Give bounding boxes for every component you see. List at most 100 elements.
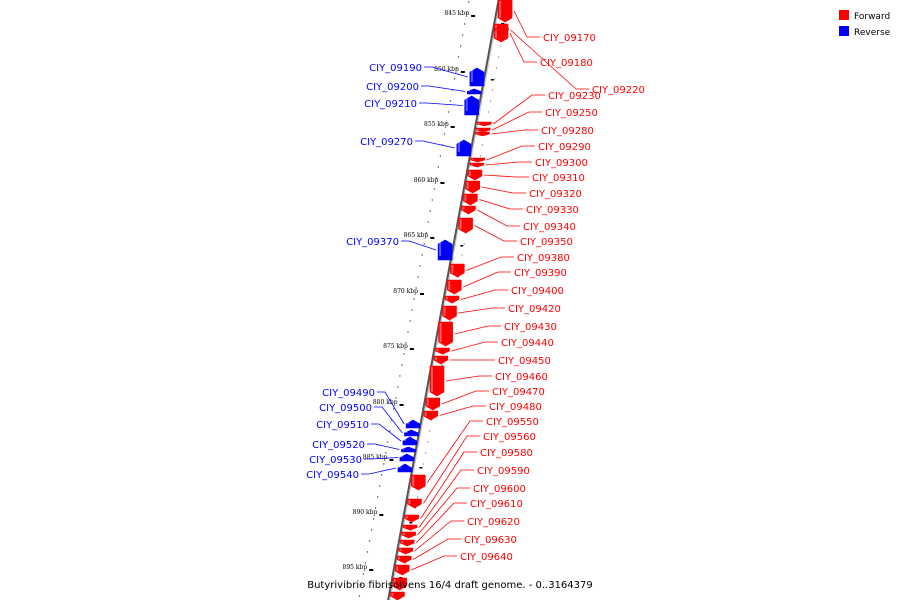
gene-block-CIY_09470[interactable] (425, 397, 441, 411)
gene-label-CIY_09270[interactable]: CIY_09270 (360, 137, 413, 148)
gene-block-CIY_09170[interactable] (497, 0, 513, 23)
gene-label-CIY_09400[interactable]: CIY_09400 (511, 286, 564, 297)
gene-label-CIY_09300[interactable]: CIY_09300 (535, 158, 588, 169)
gene-label-CIY_09430[interactable]: CIY_09430 (504, 322, 557, 333)
scale-dot (461, 34, 464, 36)
gene-label-CIY_09450[interactable]: CIY_09450 (498, 356, 551, 367)
gene-block-CIY_09620[interactable] (398, 547, 413, 555)
gene-label-CIY_09340[interactable]: CIY_09340 (523, 222, 576, 233)
gene-block-CIY_09400[interactable] (444, 295, 460, 304)
gene-label-CIY_09510[interactable]: CIY_09510 (316, 420, 369, 431)
gene-label-CIY_09320[interactable]: CIY_09320 (529, 189, 582, 200)
gene-block-CIY_09380[interactable] (450, 263, 465, 278)
gene-block-CIY_09600[interactable] (401, 531, 416, 539)
gene-block-CIY_09550[interactable] (411, 474, 426, 491)
kbp-tick-label: 890 kbp (353, 509, 378, 516)
gene-block-CIY_09590[interactable] (402, 524, 418, 531)
gene-block-CIY_09370[interactable] (437, 239, 453, 261)
gene-label-CIY_09170[interactable]: CIY_09170 (543, 33, 596, 44)
gene-block-CIY_09230[interactable] (476, 121, 492, 127)
gene-block-fragment[interactable] (390, 591, 405, 600)
gene-label-CIY_09470[interactable]: CIY_09470 (492, 387, 545, 398)
gene-block-CIY_09320[interactable] (465, 180, 480, 194)
gene-label-CIY_09440[interactable]: CIY_09440 (501, 338, 554, 349)
gene-block-CIY_09250[interactable] (475, 127, 491, 133)
gene-label-CIY_09350[interactable]: CIY_09350 (520, 237, 573, 248)
gene-label-CIY_09580[interactable]: CIY_09580 (480, 448, 533, 459)
gene-block-CIY_09560[interactable] (407, 498, 422, 509)
gene-block-CIY_09580[interactable] (404, 514, 419, 523)
gene-block-CIY_09290[interactable] (470, 157, 485, 163)
gene-label-CIY_09480[interactable]: CIY_09480 (489, 402, 542, 413)
gene-block-CIY_09520[interactable] (401, 446, 416, 453)
scale-dot (415, 287, 417, 289)
gene-label-CIY_09220[interactable]: CIY_09220 (592, 85, 645, 96)
gene-label-CIY_09620[interactable]: CIY_09620 (467, 517, 520, 528)
gene-label-CIY_09250[interactable]: CIY_09250 (545, 108, 598, 119)
scale-dot (449, 320, 451, 322)
gene-label-CIY_09290[interactable]: CIY_09290 (538, 142, 591, 153)
gene-block-CIY_09480[interactable] (423, 410, 438, 421)
gene-block-CIY_09200[interactable] (466, 88, 482, 95)
gene-label-CIY_09310[interactable]: CIY_09310 (532, 173, 585, 184)
gene-block-fragment[interactable] (392, 577, 407, 591)
gene-label-CIY_09390[interactable]: CIY_09390 (514, 268, 567, 279)
gene-block-CIY_09210[interactable] (464, 95, 479, 116)
gene-label-CIY_09640[interactable]: CIY_09640 (460, 552, 513, 563)
gene-label-CIY_09280[interactable]: CIY_09280 (541, 126, 594, 137)
gene-block-CIY_09330[interactable] (463, 193, 478, 206)
gene-block-CIY_09310[interactable] (467, 169, 483, 181)
gene-block-CIY_09430[interactable] (438, 321, 453, 347)
gene-label-CIY_09180[interactable]: CIY_09180 (540, 58, 593, 69)
gene-block-CIY_09540[interactable] (397, 463, 413, 473)
gene-block-CIY_09270[interactable] (456, 139, 472, 157)
gene-label-CIY_09230[interactable]: CIY_09230 (548, 91, 601, 102)
gene-label-CIY_09460[interactable]: CIY_09460 (495, 372, 548, 383)
scale-dot (358, 595, 361, 597)
gene-block-CIY_09530[interactable] (399, 453, 415, 462)
gene-label-CIY_09420[interactable]: CIY_09420 (508, 304, 561, 315)
leader-line-CIY_09220 (510, 29, 589, 90)
gene-label-CIY_09590[interactable]: CIY_09590 (477, 466, 530, 477)
leader-line-CIY_09310 (483, 174, 529, 178)
gene-block-CIY_09340[interactable] (461, 205, 476, 215)
kbp-tick-label: 885 kbp (363, 454, 388, 461)
gene-block-CIY_09190[interactable] (469, 67, 485, 87)
gene-label-CIY_09630[interactable]: CIY_09630 (464, 535, 517, 546)
gene-block-CIY_09220[interactable] (494, 27, 509, 33)
gene-label-CIY_09500[interactable]: CIY_09500 (319, 403, 372, 414)
gene-label-CIY_09540[interactable]: CIY_09540 (306, 470, 359, 481)
gene-label-CIY_09560[interactable]: CIY_09560 (483, 432, 536, 443)
gene-block-CIY_09510[interactable] (402, 436, 418, 446)
gene-label-CIY_09210[interactable]: CIY_09210 (364, 99, 417, 110)
gene-label-CIY_09200[interactable]: CIY_09200 (366, 82, 419, 93)
gene-label-CIY_09490[interactable]: CIY_09490 (322, 388, 375, 399)
gene-block-CIY_09440[interactable] (435, 347, 450, 355)
gene-block-CIY_09610[interactable] (399, 539, 415, 547)
gene-block-CIY_09490[interactable] (405, 419, 421, 429)
gene-block-CIY_09420[interactable] (442, 305, 457, 321)
gene-block-CIY_09640[interactable] (394, 564, 410, 576)
gene-label-CIY_09610[interactable]: CIY_09610 (470, 499, 523, 510)
scale-minor-tick (460, 245, 464, 247)
gene-block-CIY_09450[interactable] (433, 355, 449, 365)
gene-label-CIY_09600[interactable]: CIY_09600 (473, 484, 526, 495)
gene-label-CIY_09330[interactable]: CIY_09330 (526, 205, 579, 216)
gene-block-CIY_09630[interactable] (396, 555, 412, 564)
gene-block-CIY_09280[interactable] (475, 131, 490, 137)
gene-block-CIY_09500[interactable] (404, 429, 419, 437)
gene-label-CIY_09380[interactable]: CIY_09380 (517, 253, 570, 264)
scale-dot (459, 45, 462, 47)
leader-line-CIY_09390 (463, 271, 511, 288)
gene-label-CIY_09550[interactable]: CIY_09550 (486, 417, 539, 428)
gene-block-CIY_09460[interactable] (429, 365, 445, 397)
gene-block-CIY_09300[interactable] (469, 162, 485, 168)
leader-line-CIY_09540 (361, 467, 397, 475)
gene-label-CIY_09530[interactable]: CIY_09530 (309, 455, 362, 466)
genome-caption: Butyrivibrio fibrisolvens 16/4 draft gen… (307, 580, 593, 591)
gene-label-CIY_09520[interactable]: CIY_09520 (312, 440, 365, 451)
gene-block-CIY_09390[interactable] (446, 279, 462, 295)
gene-block-CIY_09350[interactable] (458, 217, 473, 234)
gene-label-CIY_09370[interactable]: CIY_09370 (346, 237, 399, 248)
gene-label-CIY_09190[interactable]: CIY_09190 (369, 63, 422, 74)
